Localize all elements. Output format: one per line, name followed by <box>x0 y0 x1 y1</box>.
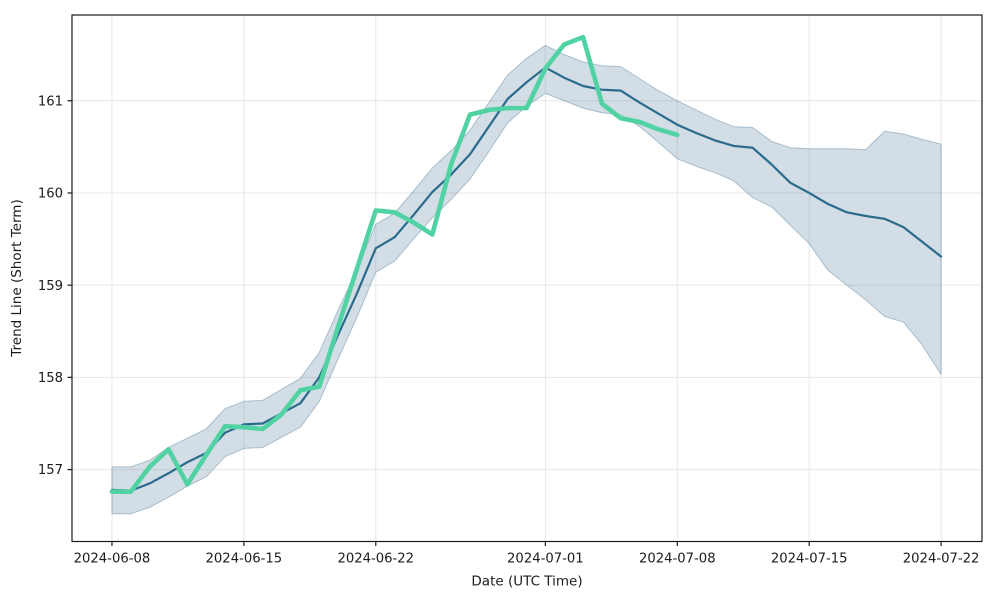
y-tick-label: 161 <box>38 94 63 109</box>
y-tick-label: 159 <box>38 279 63 294</box>
x-tick-label: 2024-07-22 <box>903 552 980 567</box>
x-tick-label: 2024-06-08 <box>74 552 151 567</box>
confidence-band <box>111 44 942 515</box>
y-axis-label: Trend Line (Short Term) <box>9 199 25 357</box>
forecast-line <box>110 66 943 492</box>
x-tick-label: 2024-07-01 <box>507 552 584 567</box>
data-layer <box>109 34 943 515</box>
x-tick-label: 2024-06-15 <box>206 552 283 567</box>
axis-layer: 2024-06-08 2024-06-15 2024-06-22 2024-07-01… <box>38 14 983 567</box>
grid-layer <box>72 15 982 542</box>
actual-line <box>109 34 680 495</box>
x-tick-label: 2024-07-08 <box>639 552 716 567</box>
x-tick-label: 2024-06-22 <box>337 552 414 567</box>
plot-border <box>71 14 983 543</box>
y-tick-label: 158 <box>38 371 63 386</box>
y-tick-label: 157 <box>38 463 63 478</box>
x-axis-label: Date (UTC Time) <box>471 574 582 590</box>
y-tick-label: 160 <box>38 187 63 202</box>
x-tick-label: 2024-07-15 <box>771 552 848 567</box>
